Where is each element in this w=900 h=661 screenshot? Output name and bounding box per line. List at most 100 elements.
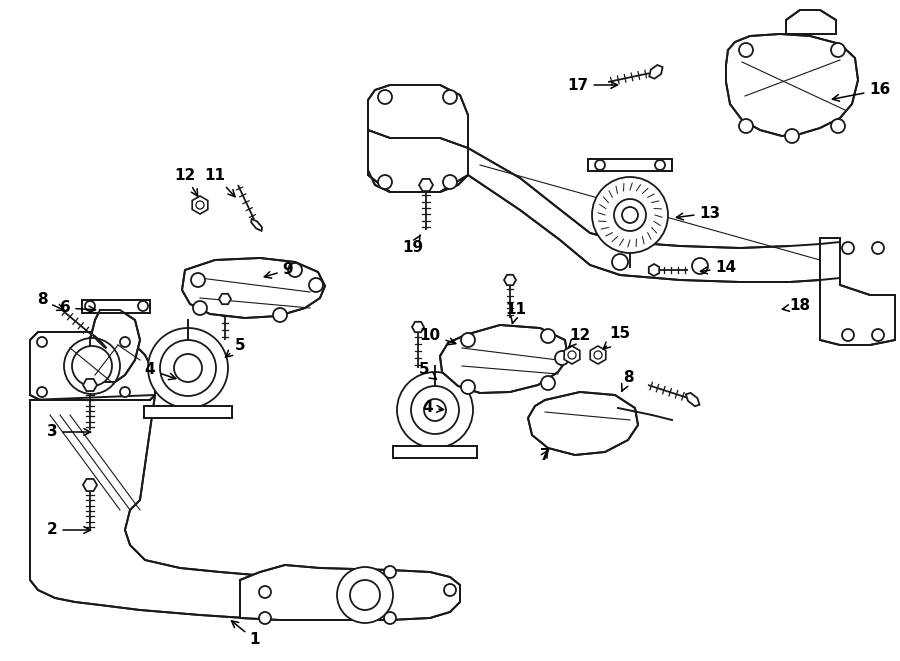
Circle shape (461, 333, 475, 347)
Polygon shape (419, 179, 433, 191)
Text: 18: 18 (782, 299, 811, 313)
Polygon shape (30, 332, 155, 400)
Polygon shape (412, 322, 424, 332)
Circle shape (160, 340, 216, 396)
Circle shape (350, 580, 380, 610)
Circle shape (424, 399, 446, 421)
Polygon shape (393, 446, 477, 458)
Circle shape (614, 199, 646, 231)
Text: 2: 2 (47, 522, 91, 537)
Circle shape (443, 175, 457, 189)
Circle shape (85, 301, 95, 311)
Text: 6: 6 (59, 301, 95, 315)
Circle shape (378, 90, 392, 104)
Text: 15: 15 (603, 327, 631, 349)
Circle shape (622, 207, 638, 223)
Polygon shape (368, 85, 468, 192)
Circle shape (174, 354, 202, 382)
Circle shape (148, 328, 228, 408)
Polygon shape (90, 310, 140, 382)
Circle shape (594, 351, 602, 359)
Circle shape (739, 43, 753, 57)
Polygon shape (504, 275, 516, 285)
Text: 4: 4 (145, 362, 176, 379)
Text: 3: 3 (47, 424, 91, 440)
Circle shape (191, 273, 205, 287)
Polygon shape (83, 479, 97, 491)
Polygon shape (144, 406, 232, 418)
Text: 12: 12 (569, 327, 590, 348)
Circle shape (120, 387, 130, 397)
Circle shape (337, 567, 393, 623)
Circle shape (378, 175, 392, 189)
Text: 7: 7 (540, 447, 550, 463)
Polygon shape (590, 346, 606, 364)
Text: 8: 8 (622, 371, 634, 391)
Text: 16: 16 (832, 83, 891, 101)
Circle shape (397, 372, 473, 448)
Circle shape (655, 160, 665, 170)
Polygon shape (588, 159, 672, 171)
Polygon shape (686, 393, 699, 406)
Circle shape (72, 346, 112, 386)
Circle shape (309, 278, 323, 292)
Circle shape (64, 338, 120, 394)
Circle shape (872, 242, 884, 254)
Circle shape (831, 43, 845, 57)
Circle shape (612, 254, 628, 270)
Circle shape (288, 263, 302, 277)
Polygon shape (83, 379, 97, 391)
Circle shape (541, 376, 555, 390)
Circle shape (592, 177, 668, 253)
Circle shape (443, 90, 457, 104)
Text: 11: 11 (506, 303, 526, 324)
Circle shape (37, 337, 47, 347)
Text: 1: 1 (231, 621, 260, 648)
Circle shape (541, 329, 555, 343)
Text: 9: 9 (265, 262, 293, 278)
Circle shape (461, 380, 475, 394)
Text: 5: 5 (418, 362, 436, 379)
Polygon shape (820, 238, 895, 345)
Polygon shape (440, 325, 568, 393)
Polygon shape (726, 34, 858, 136)
Circle shape (196, 201, 204, 209)
Text: 17: 17 (567, 77, 617, 93)
Polygon shape (219, 293, 231, 304)
Circle shape (872, 329, 884, 341)
Polygon shape (564, 346, 580, 364)
Text: 13: 13 (677, 206, 721, 221)
Circle shape (384, 612, 396, 624)
Circle shape (692, 258, 708, 274)
Polygon shape (251, 219, 262, 231)
Circle shape (120, 337, 130, 347)
Text: 10: 10 (419, 327, 455, 344)
Circle shape (555, 351, 569, 365)
Polygon shape (786, 10, 836, 34)
Polygon shape (193, 196, 208, 214)
Polygon shape (182, 258, 325, 318)
Circle shape (273, 308, 287, 322)
Circle shape (842, 329, 854, 341)
Circle shape (568, 351, 576, 359)
Polygon shape (240, 565, 460, 620)
Circle shape (444, 584, 456, 596)
Circle shape (138, 301, 148, 311)
Text: 5: 5 (225, 338, 246, 357)
Circle shape (259, 612, 271, 624)
Polygon shape (368, 130, 840, 282)
Text: 14: 14 (700, 260, 736, 276)
Polygon shape (82, 300, 150, 313)
Polygon shape (30, 395, 285, 618)
Text: 4: 4 (423, 401, 444, 416)
Polygon shape (649, 65, 662, 79)
Circle shape (842, 242, 854, 254)
Circle shape (411, 386, 459, 434)
Text: 11: 11 (204, 167, 235, 197)
Circle shape (259, 586, 271, 598)
Circle shape (384, 566, 396, 578)
Polygon shape (649, 264, 659, 276)
Circle shape (831, 119, 845, 133)
Circle shape (193, 301, 207, 315)
Circle shape (595, 160, 605, 170)
